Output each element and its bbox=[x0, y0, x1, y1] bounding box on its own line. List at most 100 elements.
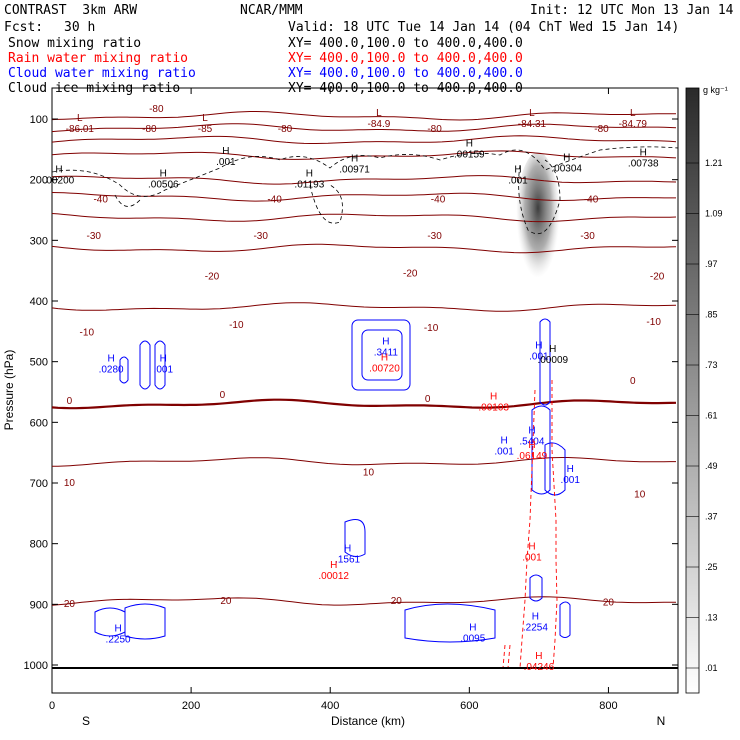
extremum-marker: H bbox=[640, 147, 647, 158]
colorbar-label: .37 bbox=[705, 512, 718, 522]
colorbar-label: .49 bbox=[705, 461, 718, 471]
contour-label: 20 bbox=[220, 596, 232, 607]
contour-label: -30 bbox=[427, 231, 442, 242]
extremum-value: .04246 bbox=[524, 662, 555, 673]
colorbar-label: .61 bbox=[705, 411, 718, 421]
cloud-water-contour bbox=[344, 519, 571, 638]
extrema-labels: L-86.01L-85L-84.9L-84.31L-84.79H.00200H.… bbox=[44, 108, 659, 673]
contour-label: 0 bbox=[425, 394, 431, 405]
contour-label: -40 bbox=[584, 194, 599, 205]
extremum-value: .5404 bbox=[519, 436, 544, 447]
colorbar-label: .97 bbox=[705, 259, 718, 269]
extremum-value: -85 bbox=[198, 124, 213, 135]
extremum-value: .00012 bbox=[318, 571, 349, 582]
field-xy-cloud-water: XY= 400.0,100.0 to 400.0,400.0 bbox=[288, 66, 523, 81]
colorbar-label: .01 bbox=[705, 663, 718, 673]
contour-label: 20 bbox=[603, 597, 615, 608]
extremum-marker: H bbox=[528, 425, 535, 436]
contour-label: 0 bbox=[67, 396, 73, 407]
contour-label: -40 bbox=[267, 194, 282, 205]
extremum-value: .00159 bbox=[454, 149, 485, 160]
extremum-value: .0095 bbox=[460, 633, 485, 644]
extremum-marker: L bbox=[202, 113, 208, 124]
valid-time: Valid: 18 UTC Tue 14 Jan 14 (04 ChT Wed … bbox=[288, 20, 680, 35]
extremum-value: .001 bbox=[508, 175, 528, 186]
extremum-value: .001 bbox=[494, 447, 514, 458]
extremum-value: .01193 bbox=[294, 180, 324, 191]
colorbar-label: .13 bbox=[705, 613, 718, 623]
extremum-value: .00738 bbox=[628, 158, 659, 169]
extremum-value: .2254 bbox=[523, 623, 548, 634]
contour-label: 10 bbox=[363, 467, 375, 478]
extremum-marker: H bbox=[528, 542, 535, 553]
y-tick-label: 400 bbox=[30, 296, 48, 308]
extremum-marker: H bbox=[490, 391, 497, 402]
x-tick-label: 400 bbox=[321, 700, 339, 712]
contour-label: -80 bbox=[427, 124, 442, 135]
extremum-marker: H bbox=[549, 344, 556, 355]
extremum-marker: H bbox=[532, 612, 539, 623]
colorbar-label: .25 bbox=[705, 562, 718, 572]
center-label: NCAR/MMM bbox=[240, 3, 303, 18]
contour-label: -30 bbox=[253, 231, 268, 242]
isotherm--50 bbox=[51, 175, 677, 185]
x-axis-label: Distance (km) bbox=[331, 714, 405, 728]
y-tick-label: 300 bbox=[30, 235, 48, 247]
isotherm-20 bbox=[51, 596, 676, 606]
colorbar-label: 1.09 bbox=[705, 209, 723, 219]
contour-labels: -80 -80 -80 -80 -80 -40 -40 -40 -40 -30 -30 -30 -30 -… bbox=[64, 104, 665, 610]
contour-label: -20 bbox=[650, 272, 665, 283]
extremum-value: .00200 bbox=[44, 175, 75, 186]
extremum-value: .00009 bbox=[538, 355, 569, 366]
isotherm--80 bbox=[51, 111, 677, 121]
contour-label: 20 bbox=[64, 599, 76, 610]
extremum-marker: H bbox=[330, 560, 337, 571]
extremum-marker: H bbox=[535, 340, 542, 351]
product-title: CONTRAST 3km ARW bbox=[4, 3, 138, 18]
extremum-marker: H bbox=[344, 544, 351, 555]
extremum-value: .00304 bbox=[551, 163, 582, 174]
extremum-marker: H bbox=[563, 152, 570, 163]
extremum-marker: H bbox=[160, 354, 167, 365]
extremum-value: .001 bbox=[529, 351, 549, 362]
extremum-value: .0280 bbox=[99, 365, 124, 376]
colorbar-label: 1.21 bbox=[705, 158, 723, 168]
contour-label: -30 bbox=[580, 231, 595, 242]
cloud-water-contour bbox=[351, 319, 411, 391]
rain-water-contour bbox=[502, 644, 511, 669]
contour-label: -10 bbox=[229, 320, 244, 331]
contour-label: -10 bbox=[424, 323, 439, 334]
y-tick-label: 800 bbox=[30, 539, 48, 551]
contour-label: -80 bbox=[149, 104, 164, 115]
init-time: Init: 12 UTC Mon 13 Jan 14 bbox=[530, 3, 734, 18]
extremum-value: .06149 bbox=[517, 451, 548, 462]
y-tick-label: 100 bbox=[30, 114, 48, 126]
contour-label: -80 bbox=[278, 124, 293, 135]
extremum-value: -84.79 bbox=[619, 119, 648, 130]
contour-label: 20 bbox=[391, 596, 403, 607]
hydrometeor-contours bbox=[51, 146, 679, 669]
contour-label: -10 bbox=[80, 327, 95, 338]
extremum-value: .3411 bbox=[374, 348, 399, 359]
extremum-marker: H bbox=[306, 169, 313, 180]
extremum-marker: H bbox=[108, 354, 115, 365]
colorbar-label: .73 bbox=[705, 360, 718, 370]
extremum-value: .00506 bbox=[148, 180, 179, 191]
y-tick-label: 600 bbox=[30, 417, 48, 429]
x-tick-label: 200 bbox=[182, 700, 200, 712]
extremum-marker: H bbox=[469, 622, 476, 633]
x-tick-label: 800 bbox=[599, 700, 617, 712]
field-name-cloud-water: Cloud water mixing ratio bbox=[8, 66, 196, 81]
extremum-marker: L bbox=[630, 108, 636, 119]
fcst-value: 30 h bbox=[64, 20, 96, 35]
isotherm-0 bbox=[51, 398, 677, 410]
cloud-water-contour bbox=[94, 603, 496, 643]
colorbar-label: .85 bbox=[705, 310, 718, 320]
contour-label: -30 bbox=[87, 231, 102, 242]
isotherm--20 bbox=[51, 243, 677, 254]
contour-label: -20 bbox=[403, 268, 418, 279]
extremum-value: .001 bbox=[154, 365, 174, 376]
extremum-marker: H bbox=[222, 146, 229, 157]
y-tick-label: 700 bbox=[30, 478, 48, 490]
